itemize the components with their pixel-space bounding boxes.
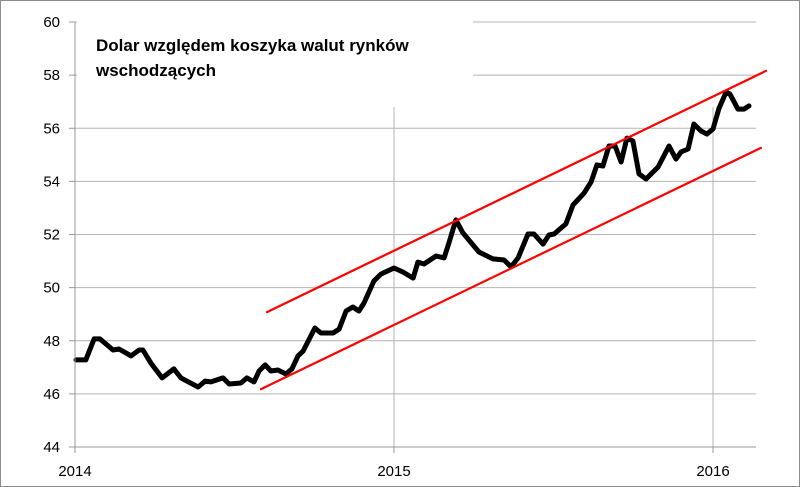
y-tick-label: 60 — [43, 14, 60, 31]
y-tick-label: 44 — [43, 439, 60, 456]
y-tick-label: 48 — [43, 333, 60, 350]
y-tick-label: 58 — [43, 67, 60, 84]
y-tick-label: 54 — [43, 173, 60, 190]
series-group — [73, 69, 768, 391]
channel-line-lower — [259, 146, 763, 391]
series-line-main — [73, 89, 752, 390]
title-background — [77, 9, 473, 106]
x-tick-label: 2016 — [696, 463, 729, 480]
x-tick-label: 2015 — [377, 463, 410, 480]
chart-title-line-2: wschodzących — [95, 61, 216, 80]
x-tick-label: 2014 — [58, 463, 91, 480]
y-tick-label: 46 — [43, 386, 60, 403]
axes: 44 46 48 50 52 54 56 58 60 2014 2015 2016 — [43, 14, 756, 480]
y-tick-label: 52 — [43, 227, 60, 244]
channel-line-upper — [265, 69, 768, 314]
y-tick-label: 50 — [43, 280, 60, 297]
y-tick-label: 56 — [43, 120, 60, 137]
chart-title-line-1: Dolar względem koszyka walut rynków — [96, 36, 409, 55]
